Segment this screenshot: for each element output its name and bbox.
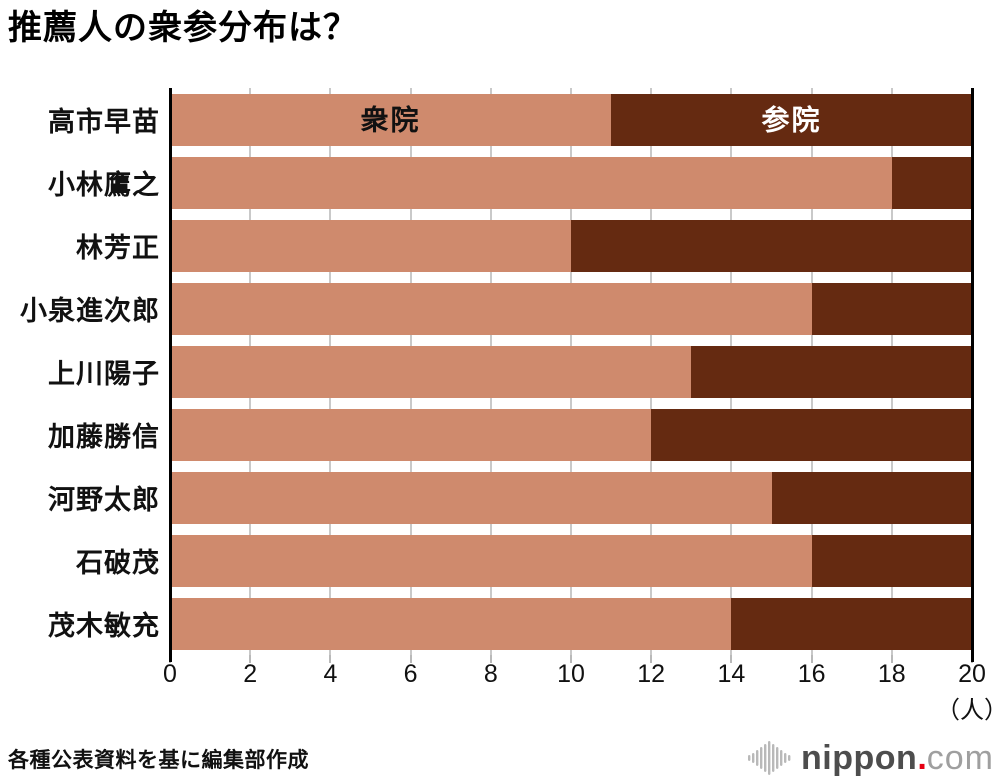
bar-segment-衆院: [170, 219, 571, 272]
bar-segment-衆院: [170, 93, 612, 146]
stacked-bar: [170, 471, 972, 524]
stacked-bar: [170, 156, 972, 209]
logo-text-com: com: [926, 738, 994, 777]
bar-segment-衆院: [170, 597, 732, 650]
bar-row: [170, 529, 972, 592]
stacked-bar: [170, 534, 972, 587]
category-label: 加藤勝信: [48, 422, 160, 452]
bar-row: 衆院 参院: [170, 88, 972, 151]
bar-row: [170, 592, 972, 655]
category-label: 小林鷹之: [48, 170, 160, 200]
bar-row: [170, 214, 972, 277]
bar-segment-参院: [571, 219, 972, 272]
bar-segment-参院: [811, 282, 972, 335]
x-tick-label: 2: [243, 660, 258, 688]
category-label: 河野太郎: [48, 485, 160, 515]
logo-dot: .: [917, 738, 927, 777]
x-tick-label: 16: [797, 660, 826, 688]
stacked-bar: [170, 597, 972, 650]
category-label: 石破茂: [76, 548, 160, 578]
x-tick-label: 8: [483, 660, 498, 688]
chart-title: 推薦人の衆参分布は？: [8, 9, 358, 47]
category-label: 林芳正: [76, 233, 160, 263]
category-label: 上川陽子: [48, 359, 160, 389]
y-axis-line: [168, 88, 172, 662]
plot-area: 衆院 参院: [168, 88, 974, 663]
bar-segment-参院: [731, 597, 972, 650]
stacked-bar: [170, 282, 972, 335]
bar-segment-参院: [691, 345, 972, 398]
bar-segment-参院: [891, 156, 972, 209]
bar-segment-参院: [811, 534, 972, 587]
category-label: 高市早苗: [48, 107, 160, 137]
axis-tick: [570, 655, 572, 663]
x-axis-unit: （人）: [936, 697, 1000, 724]
stacked-bar: [170, 345, 972, 398]
bar-row: [170, 277, 972, 340]
axis-tick: [329, 655, 332, 663]
bar-segment-参院: [611, 93, 972, 146]
category-label: 茂木敏充: [48, 611, 160, 641]
logo-text-nippon: nippon: [801, 738, 918, 777]
axis-tick: [730, 655, 733, 663]
source-note: 各種公表資料を基に編集部作成: [8, 749, 309, 772]
bar-row: [170, 403, 972, 466]
bar-row: [170, 151, 972, 214]
bar-segment-衆院: [170, 534, 812, 587]
bar-rows: 衆院 参院: [170, 88, 972, 655]
x-tick-label: 14: [717, 660, 746, 688]
axis-tick: [810, 655, 813, 663]
series-label: 参院: [761, 103, 822, 135]
x-tick-label: 6: [403, 660, 418, 688]
axis-tick: [489, 655, 492, 663]
bar-segment-参院: [771, 471, 972, 524]
bar-row: [170, 466, 972, 529]
bar-segment-衆院: [170, 471, 772, 524]
axis-tick: [650, 655, 653, 663]
axis-tick: [409, 655, 412, 663]
stacked-bar: [170, 93, 972, 146]
x-tick-label: 4: [323, 660, 338, 688]
x-axis: 0 2 4 6 8 10 12 14 16 18 20: [163, 660, 986, 690]
series-label: 衆院: [360, 103, 421, 135]
axis-tick: [890, 655, 893, 663]
nippon-logo: nippon. com: [748, 735, 994, 781]
bar-segment-参院: [651, 408, 972, 461]
stacked-bar: [170, 219, 972, 272]
x-tick-label: 20: [958, 660, 986, 688]
bar-row: [170, 340, 972, 403]
stacked-bar: [170, 408, 972, 461]
x-tick-label: 0: [163, 660, 177, 688]
soundwave-icon: [748, 738, 792, 778]
bar-segment-衆院: [170, 345, 692, 398]
bar-segment-衆院: [170, 156, 892, 209]
x-tick-label: 12: [637, 660, 666, 688]
bar-segment-衆院: [170, 408, 652, 461]
right-axis-line: [970, 88, 974, 662]
axis-tick: [249, 655, 252, 663]
x-tick-label: 18: [877, 660, 906, 688]
category-label: 小泉進次郎: [20, 296, 160, 326]
x-tick-label: 10: [557, 660, 585, 688]
bar-segment-衆院: [170, 282, 812, 335]
category-axis: 高市早苗小林鷹之林芳正小泉進次郎上川陽子加藤勝信河野太郎石破茂茂木敏充: [0, 88, 160, 655]
